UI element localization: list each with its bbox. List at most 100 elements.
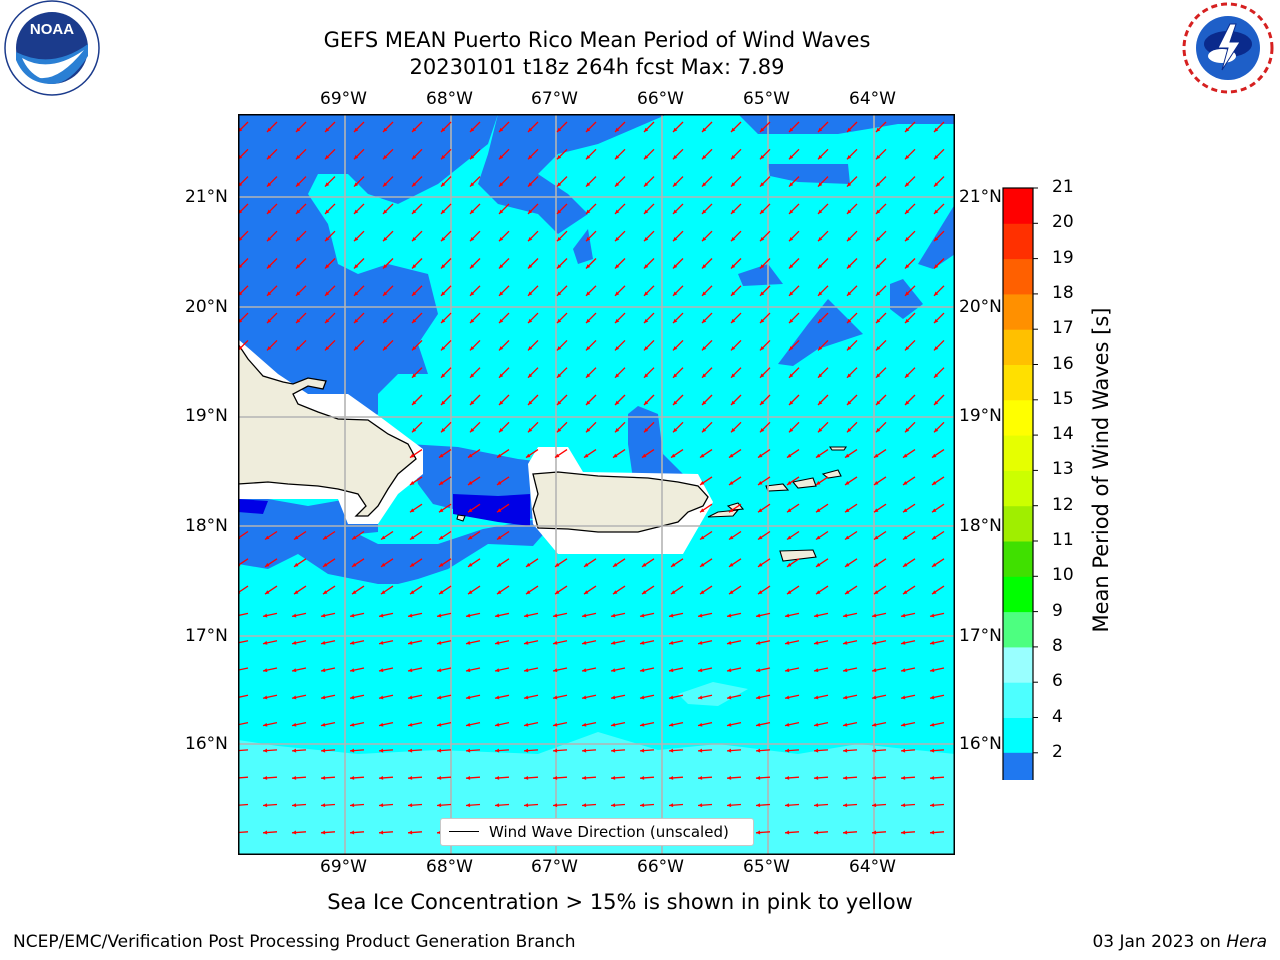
wave-direction-arrowhead <box>265 562 270 567</box>
wave-direction-arrowhead <box>439 590 444 595</box>
wave-direction-arrowhead <box>901 748 906 753</box>
wave-direction-arrowhead <box>702 127 707 132</box>
wave-direction-arrowhead <box>673 209 678 214</box>
wave-direction-arrowhead <box>383 291 388 296</box>
wave-direction-arrowhead <box>379 668 384 673</box>
wave-direction-arrowhead <box>903 590 908 595</box>
wave-direction-arrowhead <box>528 264 533 269</box>
wave-direction-arrowhead <box>321 640 326 645</box>
wave-direction-arrowhead <box>379 830 384 835</box>
wave-direction-arrowhead <box>557 127 562 132</box>
wave-direction-arrowhead <box>383 264 388 269</box>
wave-direction-arrowhead <box>758 508 763 513</box>
wave-direction-arrowhead <box>702 400 707 405</box>
wave-direction-arrowhead <box>702 373 707 378</box>
wave-direction-arrowhead <box>934 318 939 324</box>
wave-direction-arrowhead <box>350 748 355 753</box>
wave-direction-arrowhead <box>876 155 881 160</box>
wave-direction-arrowhead <box>267 236 272 242</box>
wave-direction-arrow <box>238 831 249 834</box>
island-virgin-2 <box>791 477 817 489</box>
wave-direction-arrowhead <box>700 535 705 540</box>
wave-direction-arrowhead <box>294 590 299 595</box>
wave-direction-arrowhead <box>644 291 649 296</box>
colorbar-tick-label: 14 <box>1052 424 1074 445</box>
wave-direction-arrowhead <box>383 182 388 187</box>
wave-direction-arrowhead <box>499 264 504 269</box>
wave-direction-arrowhead <box>731 318 736 324</box>
wave-direction-arrowhead <box>383 346 388 351</box>
wave-direction-arrowhead <box>845 508 850 513</box>
wave-direction-arrowhead <box>789 428 794 433</box>
wave-direction-arrowhead <box>528 318 533 324</box>
wave-direction-arrowhead <box>439 453 444 458</box>
wave-direction-arrowhead <box>296 127 301 132</box>
wave-direction-arrowhead <box>468 562 473 567</box>
wave-direction-arrowhead <box>818 127 823 132</box>
wave-direction-arrowhead <box>321 775 326 780</box>
wave-direction-arrowhead <box>321 613 326 618</box>
wave-direction-arrowhead <box>760 209 765 214</box>
wave-direction-arrowhead <box>553 668 558 673</box>
wave-direction-arrowhead <box>669 613 674 618</box>
wave-direction-arrowhead <box>673 346 678 351</box>
wave-direction-arrowhead <box>267 209 272 214</box>
wave-direction-arrowhead <box>905 400 910 405</box>
wave-direction-arrowhead <box>499 209 504 214</box>
wave-direction-arrowhead <box>615 127 620 132</box>
wave-direction-arrowhead <box>497 481 502 485</box>
lat-tick-right-21n: 21°N <box>959 187 1002 207</box>
wave-direction-arrowhead <box>470 428 475 433</box>
wave-direction-arrowhead <box>905 318 910 324</box>
wave-direction-arrowhead <box>499 318 504 324</box>
wave-direction-arrowhead <box>468 535 473 540</box>
wave-direction-arrowhead <box>903 481 908 485</box>
wave-direction-arrowhead <box>787 590 792 595</box>
wave-direction-arrowhead <box>934 400 939 405</box>
wave-direction-arrowhead <box>644 346 649 351</box>
wave-direction-arrowhead <box>673 236 678 242</box>
wave-direction-arrowhead <box>814 748 819 753</box>
wave-direction-arrowhead <box>412 291 417 296</box>
wave-direction-arrowhead <box>586 209 591 214</box>
wave-direction-arrowhead <box>789 291 794 296</box>
colorbar-cell <box>1003 505 1033 542</box>
wave-direction-arrowhead <box>437 613 442 618</box>
wave-direction-arrowhead <box>847 400 852 405</box>
wave-direction-arrowhead <box>818 182 823 187</box>
wave-direction-arrowhead <box>876 209 881 214</box>
wave-direction-arrowhead <box>615 182 620 187</box>
wave-direction-arrowhead <box>584 590 589 595</box>
colorbar-frame <box>1002 187 1034 780</box>
land-hispaniola <box>238 342 417 517</box>
chart-title: GEFS MEAN Puerto Rico Mean Period of Win… <box>323 28 871 52</box>
wave-direction-arrowhead <box>381 535 386 540</box>
wave-direction-arrowhead <box>557 209 562 214</box>
field-blue-patch-7 <box>628 406 698 479</box>
wave-direction-arrowhead <box>640 775 645 780</box>
wave-direction-arrowhead <box>526 562 531 567</box>
wave-direction-arrowhead <box>441 428 446 433</box>
wave-direction-arrowhead <box>524 695 529 700</box>
wave-direction-arrowhead <box>615 400 620 405</box>
wave-direction-arrowhead <box>785 613 790 618</box>
wave-direction-arrowhead <box>932 508 937 513</box>
wave-direction-arrowhead <box>584 453 589 458</box>
colorbar-tick-label: 19 <box>1052 247 1074 268</box>
wave-direction-arrowhead <box>760 318 765 324</box>
lon-tick-top-65w: 65°W <box>743 89 790 109</box>
wave-direction-arrowhead <box>789 155 794 160</box>
wave-direction-arrowhead <box>410 508 415 513</box>
wave-direction-arrowhead <box>876 127 881 132</box>
wave-direction-arrowhead <box>383 318 388 324</box>
wave-direction-arrowhead <box>934 291 939 296</box>
colorbar-cell <box>1003 399 1033 436</box>
wave-direction-arrowhead <box>466 722 471 727</box>
wave-direction-arrowhead <box>760 264 765 269</box>
wave-direction-arrowhead <box>731 373 736 378</box>
wave-direction-arrowhead <box>296 318 301 324</box>
wave-direction-arrowhead <box>760 182 765 187</box>
wave-direction-arrowhead <box>644 155 649 160</box>
wave-direction-arrow <box>238 776 249 779</box>
wave-direction-arrowhead <box>644 428 649 433</box>
